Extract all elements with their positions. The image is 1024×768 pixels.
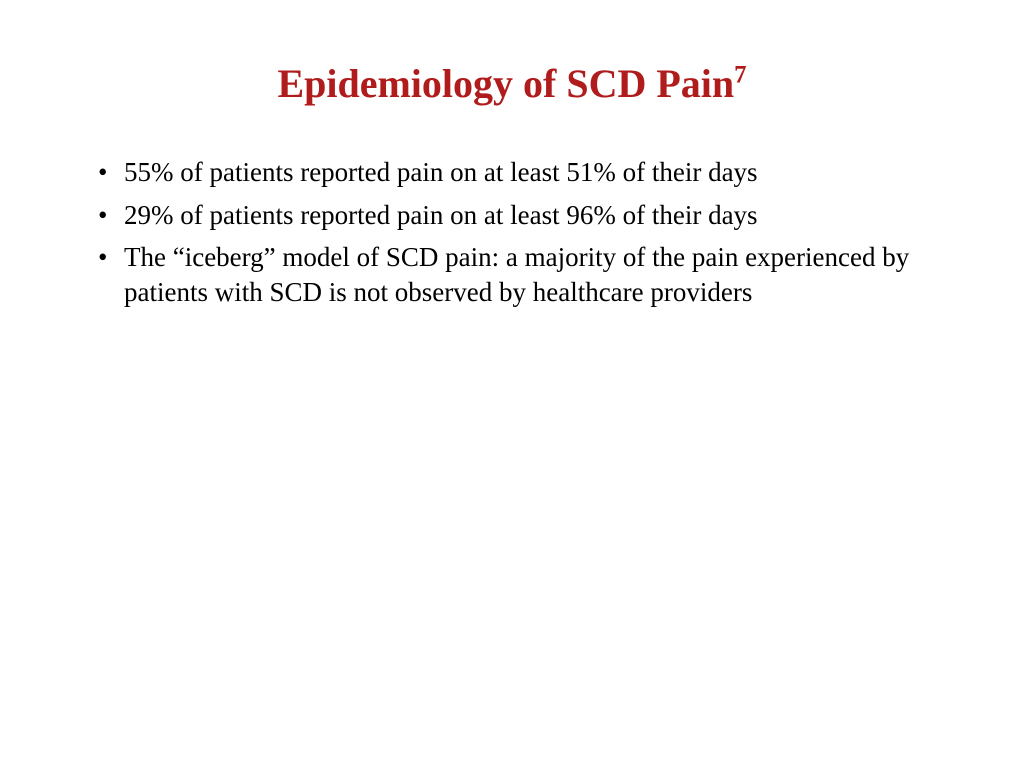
list-item-text: 29% of patients reported pain on at leas… xyxy=(124,200,758,230)
bullet-list: 55% of patients reported pain on at leas… xyxy=(90,155,934,309)
list-item-text: The “iceberg” model of SCD pain: a major… xyxy=(124,242,909,307)
slide: Epidemiology of SCD Pain7 55% of patient… xyxy=(0,0,1024,768)
slide-title-superscript: 7 xyxy=(734,62,746,89)
list-item-text: 55% of patients reported pain on at leas… xyxy=(124,157,758,187)
list-item: 29% of patients reported pain on at leas… xyxy=(90,198,934,233)
slide-title-text: Epidemiology of SCD Pain xyxy=(277,61,734,106)
slide-title: Epidemiology of SCD Pain7 xyxy=(90,60,934,107)
list-item: The “iceberg” model of SCD pain: a major… xyxy=(90,240,934,309)
list-item: 55% of patients reported pain on at leas… xyxy=(90,155,934,190)
